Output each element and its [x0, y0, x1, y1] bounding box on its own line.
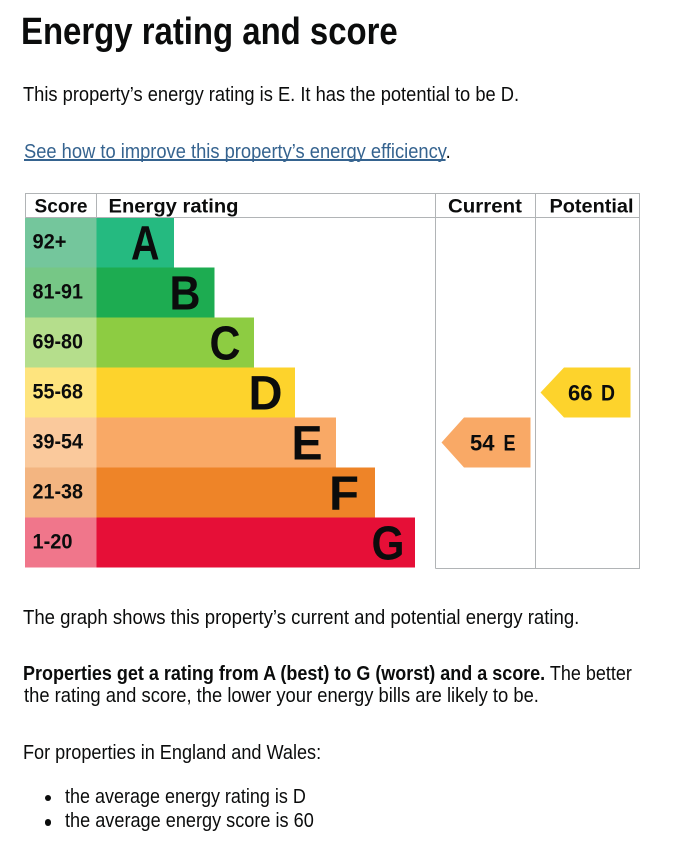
svg-text:D: D [249, 368, 283, 421]
svg-text:E: E [292, 418, 323, 471]
svg-text:54: 54 [470, 431, 495, 456]
svg-text:1-20: 1-20 [33, 530, 73, 554]
svg-text:92+: 92+ [33, 230, 67, 254]
svg-text:E: E [504, 431, 516, 456]
svg-text:C: C [210, 318, 241, 371]
svg-text:D: D [601, 381, 615, 406]
svg-text:Score: Score [35, 197, 88, 218]
svg-text:Energy rating: Energy rating [109, 197, 239, 218]
svg-text:81-91: 81-91 [33, 280, 84, 304]
svg-text:Potential: Potential [550, 197, 634, 218]
svg-text:39-54: 39-54 [33, 430, 84, 454]
svg-text:Current: Current [448, 197, 523, 218]
svg-text:A: A [131, 218, 160, 271]
svg-text:66: 66 [568, 381, 592, 406]
svg-text:G: G [372, 518, 405, 571]
svg-text:21-38: 21-38 [33, 480, 84, 504]
svg-text:B: B [170, 268, 201, 321]
svg-text:F: F [329, 468, 359, 521]
svg-text:69-80: 69-80 [33, 330, 84, 354]
svg-text:55-68: 55-68 [33, 380, 84, 404]
